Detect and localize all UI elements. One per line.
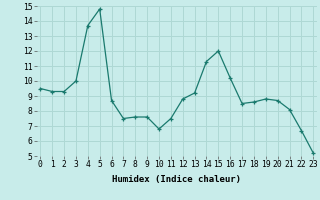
X-axis label: Humidex (Indice chaleur): Humidex (Indice chaleur) xyxy=(112,175,241,184)
